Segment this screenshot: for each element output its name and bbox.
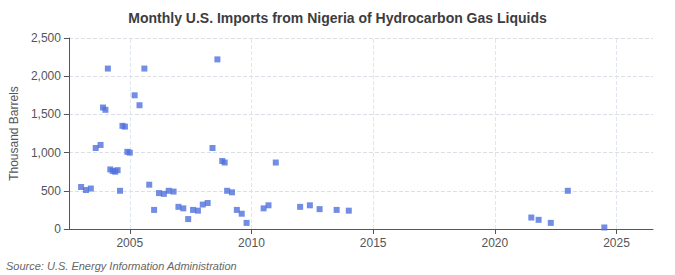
svg-text:2010: 2010 <box>238 236 265 250</box>
svg-text:2,000: 2,000 <box>31 69 61 83</box>
svg-text:Source: U.S. Energy Informatio: Source: U.S. Energy Information Administ… <box>6 260 237 272</box>
svg-text:0: 0 <box>54 222 61 236</box>
svg-text:Monthly U.S. Imports from Nige: Monthly U.S. Imports from Nigeria of Hyd… <box>128 10 547 26</box>
svg-text:Thousand Barrels: Thousand Barrels <box>7 86 21 181</box>
svg-text:1,500: 1,500 <box>31 107 61 121</box>
svg-text:2015: 2015 <box>360 236 387 250</box>
svg-text:1,000: 1,000 <box>31 146 61 160</box>
svg-text:2020: 2020 <box>481 236 508 250</box>
svg-text:2,500: 2,500 <box>31 31 61 45</box>
svg-text:2005: 2005 <box>116 236 143 250</box>
svg-text:2025: 2025 <box>603 236 630 250</box>
svg-text:500: 500 <box>41 184 61 198</box>
